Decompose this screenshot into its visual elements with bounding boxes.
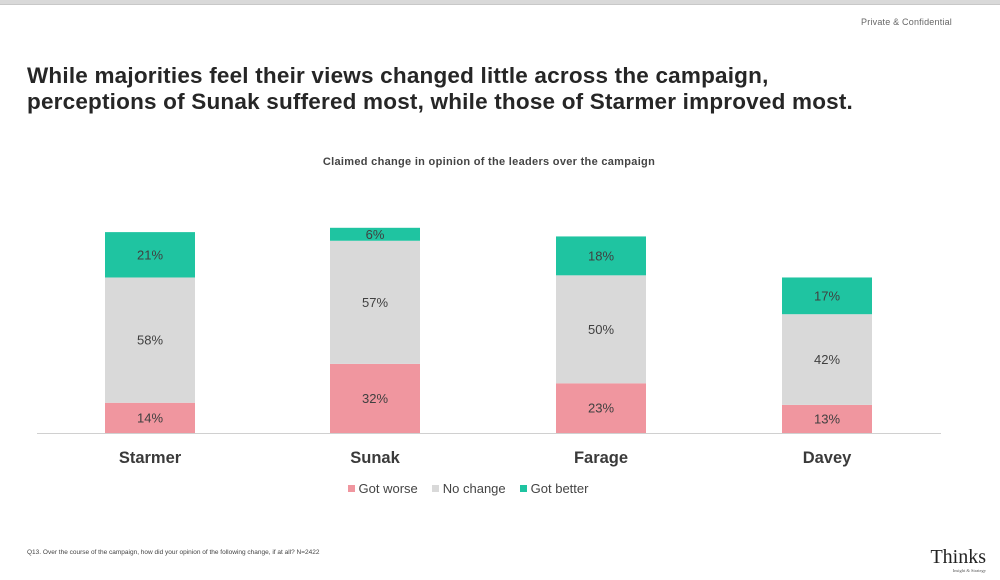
category-label-sunak: Sunak [350, 449, 400, 467]
page-title: While majorities feel their views change… [27, 63, 977, 115]
legend-item-no-change: No change [431, 481, 506, 496]
legend-label-got-worse: Got worse [358, 481, 418, 496]
data-label-starmer-got-worse: 14% [137, 410, 163, 425]
bar-starmer-no-change [105, 277, 195, 403]
bar-davey-no-change [782, 314, 872, 405]
legend-swatch-got-worse [347, 485, 355, 492]
data-label-davey-got-better: 17% [814, 288, 840, 303]
data-label-starmer-no-change: 58% [137, 333, 163, 348]
logo-wordmark: Thinks [930, 546, 986, 568]
data-label-farage-no-change: 50% [588, 322, 614, 337]
top-rule [0, 0, 1000, 5]
bar-starmer-got-better [105, 232, 195, 278]
data-label-sunak-got-worse: 32% [362, 391, 388, 406]
bar-davey-got-better [782, 277, 872, 315]
bar-farage-no-change [556, 275, 646, 384]
legend-label-no-change: No change [442, 481, 506, 496]
thinks-logo: Thinks Insight & Strategy [930, 547, 986, 573]
bar-farage-got-better [556, 236, 646, 276]
legend-swatch-got-better [519, 485, 527, 492]
bar-starmer-got-worse [105, 402, 195, 433]
legend-label-got-better: Got better [530, 481, 589, 496]
bar-davey-got-worse [782, 404, 872, 433]
chart-title: Claimed change in opinion of the leaders… [322, 156, 656, 168]
data-label-sunak-got-better: 6% [366, 227, 385, 242]
chart-legend: Got worse No change Got better [0, 481, 936, 496]
logo-tagline: Insight & Strategy [952, 568, 986, 573]
data-label-davey-got-worse: 13% [814, 411, 840, 426]
bar-sunak-got-worse [330, 363, 420, 433]
category-label-farage: Farage [574, 449, 628, 467]
bar-farage-got-worse [556, 383, 646, 433]
headline-line-2: perceptions of Sunak suffered most, whil… [27, 89, 854, 114]
data-label-farage-got-better: 18% [588, 248, 614, 263]
confidential-label: Private & Confidential [861, 17, 952, 27]
headline-line-1: While majorities feel their views change… [27, 63, 769, 88]
data-label-sunak-no-change: 57% [362, 295, 388, 310]
category-label-starmer: Starmer [119, 449, 182, 467]
legend-item-got-better: Got better [519, 481, 589, 496]
footnote: Q13. Over the course of the campaign, ho… [27, 549, 320, 556]
data-label-davey-no-change: 42% [814, 352, 840, 367]
data-label-farage-got-worse: 23% [588, 401, 614, 416]
bar-sunak-got-better [330, 227, 420, 241]
category-label-davey: Davey [803, 449, 852, 467]
legend-swatch-no-change [431, 485, 439, 492]
bar-sunak-no-change [330, 240, 420, 364]
legend-item-got-worse: Got worse [347, 481, 418, 496]
data-label-starmer-got-better: 21% [137, 247, 163, 262]
